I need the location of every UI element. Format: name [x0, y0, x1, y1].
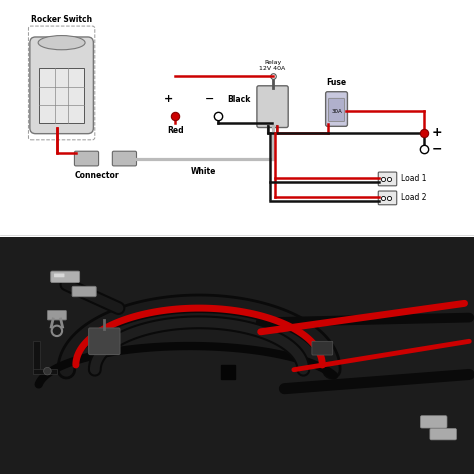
FancyBboxPatch shape — [51, 271, 80, 283]
FancyBboxPatch shape — [326, 92, 347, 126]
FancyBboxPatch shape — [30, 37, 93, 134]
FancyBboxPatch shape — [74, 151, 99, 166]
Bar — [33, 341, 40, 374]
FancyBboxPatch shape — [430, 428, 456, 440]
Text: +: + — [164, 94, 173, 104]
FancyBboxPatch shape — [112, 151, 137, 166]
Text: +: + — [431, 126, 442, 139]
Bar — [39, 68, 84, 123]
Text: Load 2: Load 2 — [401, 193, 426, 202]
FancyBboxPatch shape — [72, 286, 96, 297]
FancyBboxPatch shape — [312, 341, 333, 355]
Text: Connector: Connector — [75, 171, 119, 180]
Text: Load 1: Load 1 — [401, 174, 426, 183]
FancyBboxPatch shape — [47, 310, 66, 320]
Bar — [0, 237, 474, 474]
FancyBboxPatch shape — [420, 416, 447, 428]
Text: Rocker Switch: Rocker Switch — [31, 15, 92, 24]
Text: Fuse: Fuse — [327, 78, 346, 87]
Text: −: − — [205, 94, 214, 104]
Text: −: − — [431, 143, 442, 156]
Text: Relay
12V 40A: Relay 12V 40A — [259, 60, 286, 71]
Text: Red: Red — [167, 126, 184, 135]
Text: 30A: 30A — [331, 109, 342, 114]
Bar — [0, 0, 474, 237]
Circle shape — [44, 367, 51, 375]
Ellipse shape — [38, 36, 85, 50]
FancyBboxPatch shape — [89, 328, 120, 355]
Bar — [33, 369, 57, 374]
Text: White: White — [191, 167, 217, 176]
FancyBboxPatch shape — [378, 191, 397, 205]
FancyBboxPatch shape — [378, 172, 397, 186]
FancyBboxPatch shape — [257, 86, 288, 128]
FancyBboxPatch shape — [54, 273, 64, 277]
FancyBboxPatch shape — [328, 99, 345, 121]
Text: Black: Black — [228, 95, 251, 104]
